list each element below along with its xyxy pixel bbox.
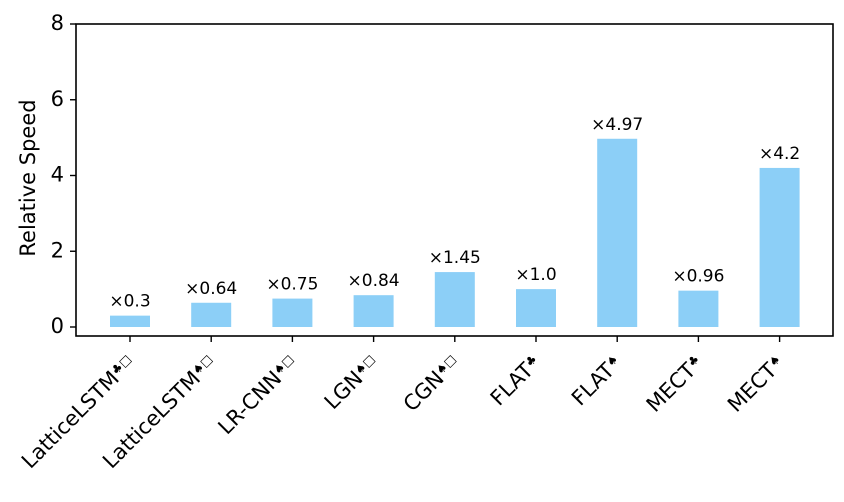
y-axis-label: Relative Speed	[16, 99, 40, 256]
bar	[191, 302, 232, 327]
data-label: ×0.84	[348, 271, 400, 291]
x-tick-label: LGN♠□	[320, 351, 383, 414]
x-tick-label: CGN♠□	[399, 351, 465, 417]
bar	[759, 167, 800, 327]
x-tick-label: FLAT♣	[486, 351, 546, 411]
x-tick-label: MECT♣	[642, 351, 708, 417]
data-label: ×1.45	[429, 248, 481, 268]
category-name: LR-CNN	[213, 366, 286, 439]
data-label: ×1.0	[515, 265, 556, 285]
y-tick-label: 2	[51, 238, 64, 262]
data-label: ×4.2	[759, 144, 800, 164]
data-label: ×0.64	[185, 279, 237, 299]
bars-layer	[110, 138, 800, 327]
bar	[110, 315, 150, 327]
data-labels-layer: ×0.3 ×0.64 ×0.75 ×0.84 ×1.45 ×1.0 ×4.97 ×0.96 ×4…	[109, 115, 800, 312]
bar	[597, 138, 638, 327]
bar	[434, 272, 475, 327]
data-label: ×4.97	[591, 115, 643, 135]
y-tick-label: 6	[51, 87, 64, 111]
x-tick-label: MECT♠	[723, 351, 789, 417]
y-tick-label: 0	[51, 314, 64, 338]
bar	[678, 290, 719, 327]
data-label: ×0.75	[266, 275, 318, 295]
y-tick-label: 4	[51, 163, 64, 187]
bar	[516, 289, 556, 327]
axes-layer: 02468LatticeLSTM♣□LatticeLSTM♠□LR-CNN♠□L…	[17, 11, 834, 473]
data-label: ×0.3	[109, 292, 150, 312]
x-tick-label: FLAT♠	[567, 351, 627, 411]
bar	[272, 298, 313, 327]
x-tick-label: LR-CNN♠□	[213, 351, 302, 440]
y-tick-label: 8	[51, 11, 64, 35]
data-label: ×0.96	[672, 267, 724, 287]
bar	[353, 295, 394, 327]
